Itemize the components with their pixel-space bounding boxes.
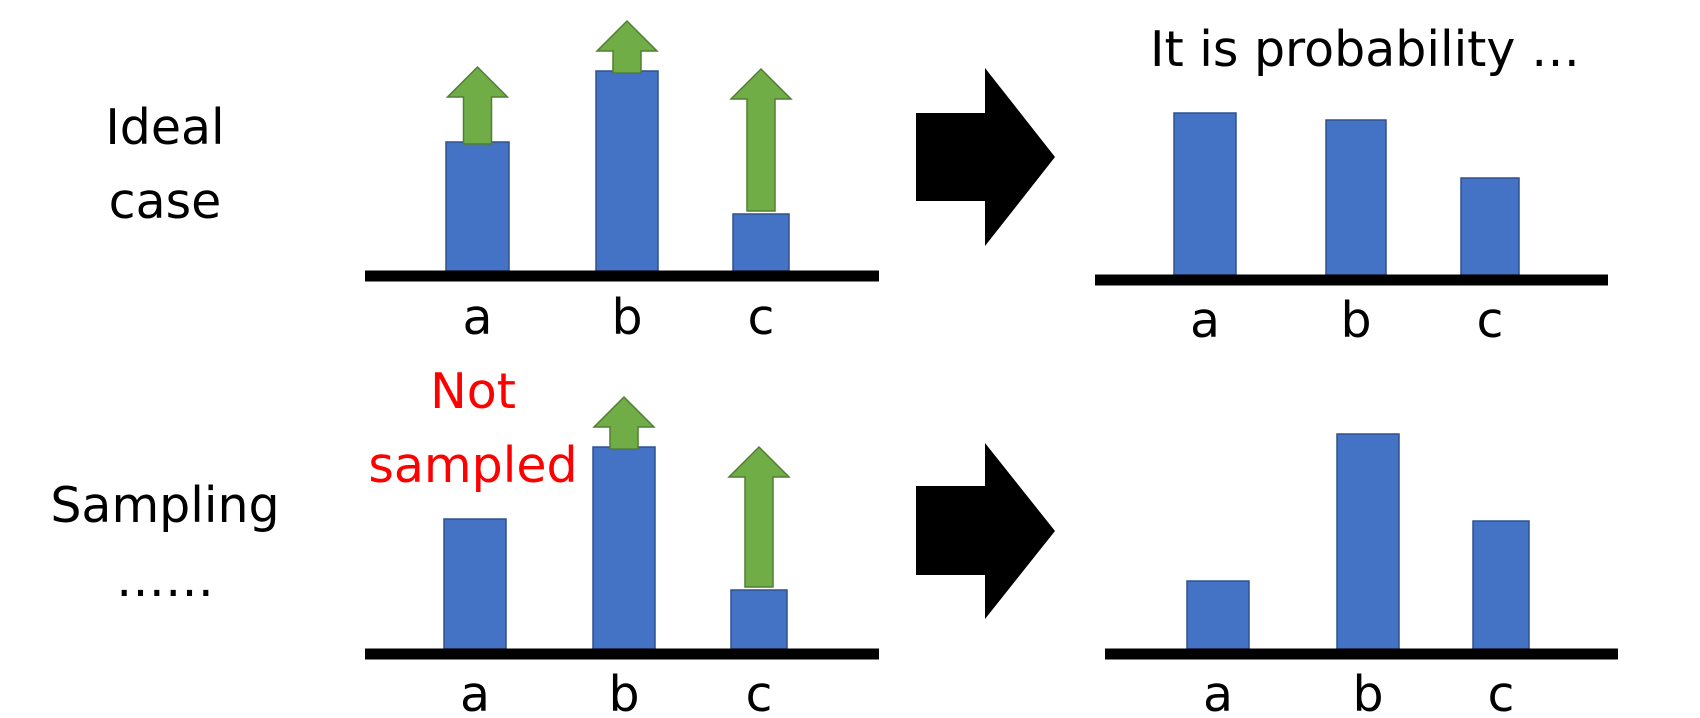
bar-charts: a b c a b c a b c a b c	[365, 19, 1618, 718]
bar-b	[595, 70, 659, 272]
bar-c	[732, 213, 790, 272]
bar-chart-3: a b c	[365, 395, 879, 718]
not-sampled-line2: sampled	[368, 437, 577, 494]
sampling-label: Sampling ……	[50, 477, 279, 608]
ideal-case-label: Ideal case	[105, 99, 224, 230]
not-sampled-annotation: Not sampled	[368, 363, 577, 494]
tick-label-a: a	[1203, 666, 1233, 718]
bar-chart-1: a b c	[365, 19, 879, 346]
bar-chart-2: a b c	[1095, 112, 1608, 349]
tick-label-c: c	[746, 666, 773, 718]
tick-label-b: b	[1352, 666, 1383, 718]
bar-b	[1336, 433, 1400, 650]
tick-label-b: b	[611, 289, 642, 346]
transform-arrow-bottom	[916, 443, 1055, 619]
sampling-label-line1: Sampling	[50, 477, 279, 534]
transform-arrow-top	[916, 68, 1055, 246]
bar-c	[730, 589, 788, 650]
tick-label-a: a	[462, 289, 492, 346]
tick-label-b: b	[1340, 292, 1371, 349]
up-arrow-b	[595, 19, 659, 74]
up-arrow-c	[729, 67, 793, 212]
ideal-case-label-line2: case	[109, 173, 222, 230]
bar-a	[445, 141, 510, 272]
up-arrow-b	[592, 395, 656, 450]
tick-label-b: b	[608, 666, 639, 718]
not-sampled-line1: Not	[430, 363, 516, 420]
bar-chart-4: a b c	[1105, 433, 1618, 718]
bar-b	[592, 446, 656, 650]
tick-label-c: c	[1488, 666, 1515, 718]
tick-label-a: a	[460, 666, 490, 718]
tick-label-a: a	[1190, 292, 1220, 349]
ideal-case-label-line1: Ideal	[105, 99, 224, 156]
sampling-label-line2: ……	[116, 551, 214, 608]
probability-title: It is probability …	[1150, 21, 1580, 78]
up-arrow-c	[727, 445, 791, 588]
bar-a	[1186, 580, 1250, 650]
bar-c	[1460, 177, 1520, 276]
tick-label-c: c	[1477, 292, 1504, 349]
up-arrow-a	[445, 65, 510, 145]
bar-c	[1472, 520, 1530, 650]
bar-b	[1325, 119, 1387, 276]
tick-label-c: c	[748, 289, 775, 346]
bar-a	[443, 518, 507, 650]
bar-a	[1173, 112, 1237, 276]
